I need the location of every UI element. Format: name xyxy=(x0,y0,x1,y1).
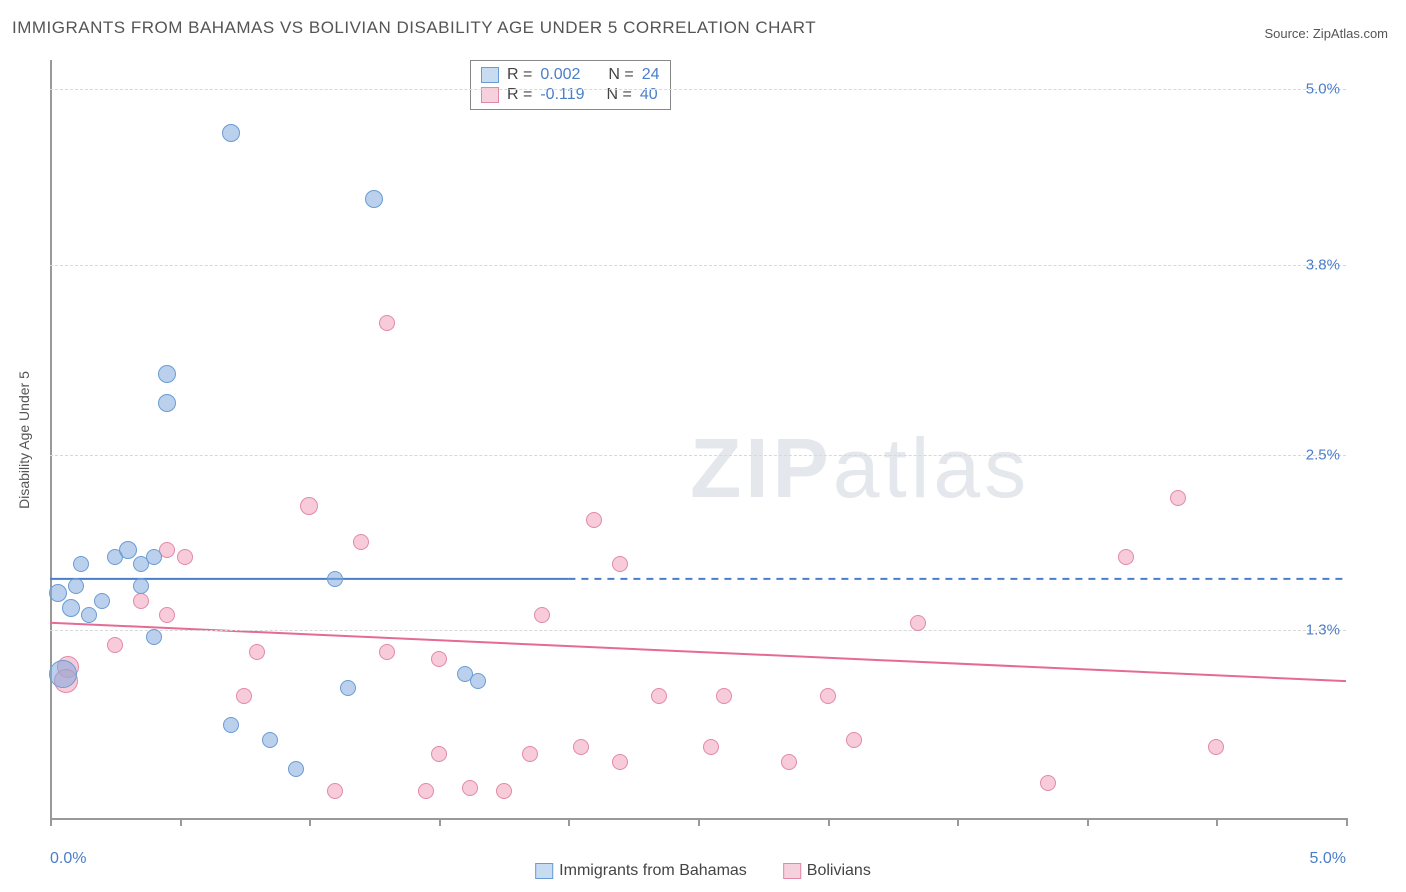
r-label: R = xyxy=(507,66,532,84)
source-label: Source: ZipAtlas.com xyxy=(1264,26,1388,41)
y-tick-label: 5.0% xyxy=(1306,81,1340,98)
scatter-point-bahamas xyxy=(146,549,162,565)
scatter-point-bolivians xyxy=(159,607,175,623)
scatter-point-bolivians xyxy=(1118,549,1134,565)
scatter-point-bolivians xyxy=(379,644,395,660)
gridline xyxy=(50,630,1346,631)
x-tick xyxy=(180,818,182,826)
scatter-point-bahamas xyxy=(73,556,89,572)
scatter-point-bolivians xyxy=(462,780,478,796)
scatter-point-bahamas xyxy=(288,761,304,777)
x-tick xyxy=(439,818,441,826)
scatter-point-bahamas xyxy=(158,394,176,412)
legend-label-bahamas: Immigrants from Bahamas xyxy=(559,862,747,880)
stats-legend-box: R = 0.002 N = 24 R = -0.119 N = 40 xyxy=(470,60,671,110)
y-tick-label: 2.5% xyxy=(1306,446,1340,463)
y-tick-label: 1.3% xyxy=(1306,622,1340,639)
scatter-point-bolivians xyxy=(781,754,797,770)
scatter-point-bahamas xyxy=(222,124,240,142)
scatter-point-bahamas xyxy=(94,593,110,609)
scatter-point-bahamas xyxy=(119,541,137,559)
scatter-point-bolivians xyxy=(651,688,667,704)
legend-bottom: Immigrants from Bahamas Bolivians xyxy=(535,862,871,880)
scatter-point-bolivians xyxy=(703,739,719,755)
scatter-point-bolivians xyxy=(496,783,512,799)
scatter-point-bahamas xyxy=(68,578,84,594)
scatter-point-bolivians xyxy=(910,615,926,631)
scatter-point-bahamas xyxy=(133,578,149,594)
scatter-point-bolivians xyxy=(327,783,343,799)
legend-item-bahamas: Immigrants from Bahamas xyxy=(535,862,747,880)
x-tick xyxy=(698,818,700,826)
scatter-point-bolivians xyxy=(133,593,149,609)
scatter-point-bolivians xyxy=(300,497,318,515)
x-max-label: 5.0% xyxy=(1310,850,1346,868)
watermark: ZIPatlas xyxy=(690,420,1030,517)
scatter-point-bolivians xyxy=(107,637,123,653)
x-tick xyxy=(309,818,311,826)
x-tick xyxy=(1216,818,1218,826)
y-axis-title: Disability Age Under 5 xyxy=(16,371,32,509)
scatter-point-bahamas xyxy=(365,190,383,208)
stats-row-bolivians: R = -0.119 N = 40 xyxy=(481,85,660,105)
x-tick xyxy=(828,818,830,826)
scatter-point-bahamas xyxy=(262,732,278,748)
plot-area: ZIPatlas R = 0.002 N = 24 R = -0.119 N =… xyxy=(50,60,1346,820)
scatter-point-bahamas xyxy=(327,571,343,587)
scatter-point-bolivians xyxy=(249,644,265,660)
scatter-point-bolivians xyxy=(431,746,447,762)
x-tick xyxy=(568,818,570,826)
scatter-point-bolivians xyxy=(534,607,550,623)
scatter-point-bolivians xyxy=(1208,739,1224,755)
scatter-point-bolivians xyxy=(177,549,193,565)
y-axis-line xyxy=(50,60,52,818)
scatter-point-bahamas xyxy=(470,673,486,689)
scatter-point-bolivians xyxy=(353,534,369,550)
bahamas-r-value: 0.002 xyxy=(540,66,580,84)
scatter-point-bolivians xyxy=(1170,490,1186,506)
scatter-point-bolivians xyxy=(431,651,447,667)
x-tick xyxy=(957,818,959,826)
scatter-point-bolivians xyxy=(820,688,836,704)
chart-title: IMMIGRANTS FROM BAHAMAS VS BOLIVIAN DISA… xyxy=(12,18,816,38)
scatter-point-bolivians xyxy=(716,688,732,704)
x-tick xyxy=(1087,818,1089,826)
swatch-bolivians xyxy=(783,863,801,879)
gridline xyxy=(50,89,1346,90)
scatter-point-bahamas xyxy=(340,680,356,696)
scatter-point-bahamas xyxy=(49,660,77,688)
swatch-bahamas xyxy=(481,67,499,83)
gridline xyxy=(50,265,1346,266)
legend-item-bolivians: Bolivians xyxy=(783,862,871,880)
scatter-point-bolivians xyxy=(586,512,602,528)
watermark-atlas: atlas xyxy=(833,421,1030,515)
watermark-zip: ZIP xyxy=(690,421,833,515)
scatter-point-bahamas xyxy=(146,629,162,645)
swatch-bahamas xyxy=(535,863,553,879)
y-tick-label: 3.8% xyxy=(1306,256,1340,273)
gridline xyxy=(50,455,1346,456)
scatter-point-bolivians xyxy=(522,746,538,762)
scatter-point-bolivians xyxy=(846,732,862,748)
scatter-point-bahamas xyxy=(223,717,239,733)
scatter-point-bolivians xyxy=(612,754,628,770)
scatter-point-bahamas xyxy=(81,607,97,623)
n-label: N = xyxy=(608,66,633,84)
scatter-point-bahamas xyxy=(62,599,80,617)
scatter-point-bolivians xyxy=(1040,775,1056,791)
trend-lines xyxy=(50,60,1346,820)
scatter-point-bahamas xyxy=(158,365,176,383)
scatter-point-bolivians xyxy=(236,688,252,704)
scatter-point-bolivians xyxy=(573,739,589,755)
scatter-point-bolivians xyxy=(612,556,628,572)
x-min-label: 0.0% xyxy=(50,850,86,868)
x-tick xyxy=(50,818,52,826)
bahamas-n-value: 24 xyxy=(642,66,660,84)
legend-label-bolivians: Bolivians xyxy=(807,862,871,880)
stats-row-bahamas: R = 0.002 N = 24 xyxy=(481,65,660,85)
x-tick xyxy=(1346,818,1348,826)
scatter-point-bahamas xyxy=(49,584,67,602)
scatter-point-bolivians xyxy=(418,783,434,799)
scatter-point-bolivians xyxy=(379,315,395,331)
